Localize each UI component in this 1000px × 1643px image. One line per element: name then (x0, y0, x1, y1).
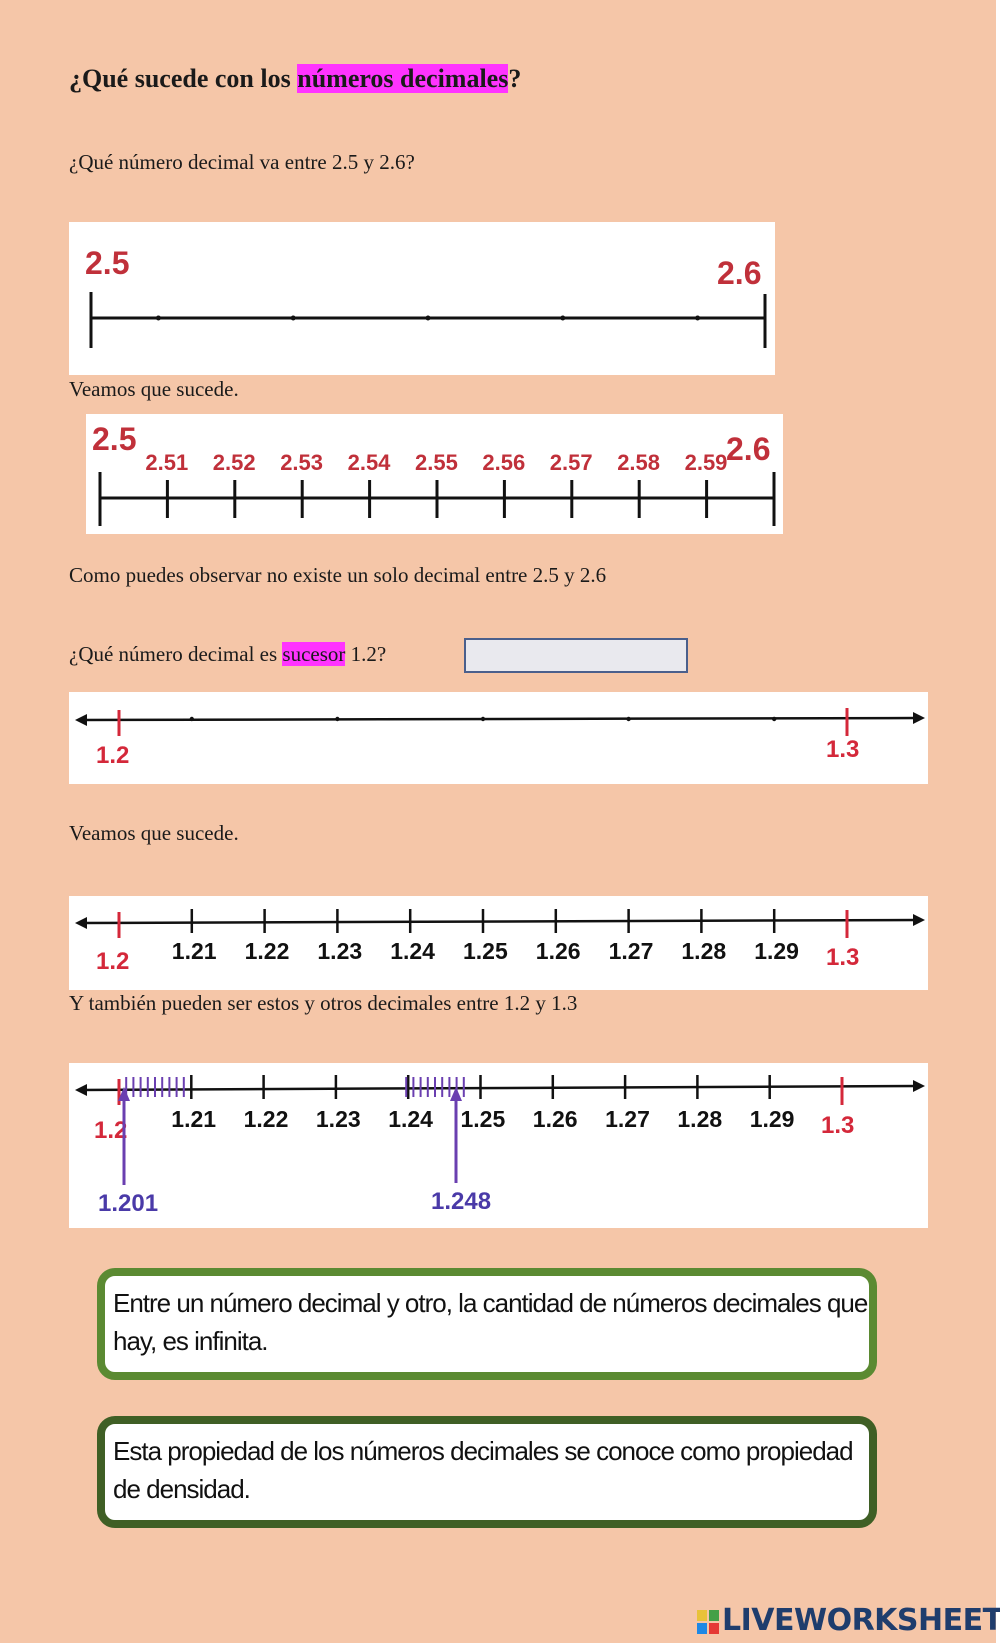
line4-tick-label: 1.26 (536, 938, 581, 964)
line1-end-label: 2.6 (717, 255, 761, 291)
line5-tick-label: 1.22 (244, 1106, 289, 1132)
line4-tick-label: 1.27 (609, 938, 654, 964)
line1-dots (155, 315, 701, 321)
number-line-4: 1.2 1.3 1.21 1.22 1.23 1.24 1.25 1.26 1.27 1.28… (75, 909, 925, 975)
pointer-b-arrowhead (450, 1087, 462, 1101)
line1-dot (425, 315, 431, 321)
see-what-happens-1: Veamos que sucede. (69, 377, 239, 401)
question2-suffix: 1.2? (345, 642, 387, 666)
line1-start-label: 2.5 (85, 245, 129, 281)
also-these-text: Y también pueden ser estos y otros decim… (69, 991, 578, 1015)
line3-right-arrow (913, 712, 925, 724)
number-line-5-panel: 1.2 1.3 1.21 1.22 1.23 1.24 1.25 1.26 1.27 1.28… (69, 1063, 928, 1228)
title-suffix: ? (508, 64, 522, 93)
line4-tick-label: 1.23 (317, 938, 362, 964)
liveworksheets-brand[interactable]: LIVEWORKSHEETS (722, 1603, 1000, 1638)
line3-dots (189, 716, 777, 722)
number-line-3-panel: 1.2 1.3 (69, 692, 928, 784)
line4-left-arrow (75, 917, 87, 929)
line5-ticks: 1.21 1.22 1.23 1.24 1.25 1.26 1.27 1.28 1.29 (171, 1075, 794, 1132)
question-successor: ¿Qué número decimal es sucesor 1.2? (69, 642, 386, 667)
page-title: ¿Qué sucede con los números decimales? (69, 64, 521, 94)
line3-axis (78, 716, 920, 722)
line5-tick-label: 1.21 (171, 1106, 216, 1132)
line5-tick-label: 1.25 (461, 1106, 506, 1132)
line5-tick-label: 1.24 (388, 1106, 433, 1132)
line2-tick-label: 2.54 (348, 450, 392, 475)
pointer-b-label: 1.248 (431, 1188, 491, 1215)
number-line-4-panel: 1.2 1.3 1.21 1.22 1.23 1.24 1.25 1.26 1.27 1.28… (69, 896, 928, 990)
line2-start-label: 2.5 (92, 421, 136, 457)
number-line-2: 2.5 2.6 2.51 2.52 2.53 2.54 2.55 2.56 2.57 2.58… (92, 421, 776, 526)
line1-dot (290, 315, 296, 321)
title-prefix: ¿Qué sucede con los (69, 64, 298, 93)
line4-tick-label: 1.29 (754, 938, 799, 964)
line2-end-label: 2.6 (726, 431, 770, 467)
line4-tick-label: 1.24 (390, 938, 435, 964)
number-line-3: 1.2 1.3 (75, 708, 925, 769)
line2-tick-label: 2.51 (145, 450, 188, 475)
callout1-text: Entre un número decimal y otro, la canti… (113, 1288, 868, 1356)
line5-tick-label: 1.26 (533, 1106, 578, 1132)
pointer-a-arrowhead (118, 1087, 130, 1101)
line2-tick-label: 2.59 (685, 450, 728, 475)
number-line-2-panel: 2.5 2.6 2.51 2.52 2.53 2.54 2.55 2.56 2.57 2.58… (86, 414, 783, 534)
line5-start-label: 1.2 (94, 1117, 127, 1144)
line5-tick-label: 1.29 (750, 1106, 795, 1132)
line3-dot (189, 716, 194, 722)
line3-start-label: 1.2 (96, 742, 129, 769)
line4-end-label: 1.3 (826, 944, 859, 971)
line4-right-arrow (913, 914, 925, 926)
liveworksheets-logo-icon (697, 1610, 719, 1634)
observation-text: Como puedes observar no existe un solo d… (69, 563, 607, 587)
line5-end-label: 1.3 (821, 1112, 854, 1139)
line5-left-arrow (75, 1084, 87, 1096)
number-line-1: 2.5 2.6 (85, 245, 767, 348)
line3-end-label: 1.3 (826, 736, 859, 763)
line4-start-label: 1.2 (96, 948, 129, 975)
line4-tick-label: 1.21 (172, 938, 217, 964)
line4-tick-label: 1.22 (245, 938, 290, 964)
question2-prefix: ¿Qué número decimal es (69, 642, 283, 666)
line2-tick-label: 2.53 (280, 450, 323, 475)
line2-tick-label: 2.55 (415, 450, 458, 475)
line5-tick-label: 1.28 (677, 1106, 722, 1132)
infinite-decimals-callout: Entre un número decimal y otro, la canti… (97, 1268, 877, 1380)
question2-highlight: sucesor (282, 642, 346, 666)
callout2-text: Esta propiedad de los números decimales … (113, 1436, 854, 1504)
number-line-5: 1.2 1.3 1.21 1.22 1.23 1.24 1.25 1.26 1.27 1.28… (75, 1075, 925, 1217)
line2-tick-label: 2.52 (213, 450, 256, 475)
line2-tick-label: 2.57 (550, 450, 593, 475)
line2-tick-label: 2.56 (482, 450, 525, 475)
line1-dot (695, 315, 701, 321)
line2-ticks: 2.51 2.52 2.53 2.54 2.55 2.56 2.57 2.58 2.59 (145, 450, 727, 518)
line5-axis (78, 1084, 920, 1092)
line3-dot (772, 716, 777, 722)
line5-tick-label: 1.23 (316, 1106, 361, 1132)
density-property-callout: Esta propiedad de los números decimales … (97, 1416, 877, 1528)
title-highlight: números decimales (297, 64, 509, 93)
line4-axis (78, 918, 920, 925)
line3-dot (626, 716, 631, 722)
line1-dot (560, 315, 566, 321)
line5-minor-ticks (125, 1077, 465, 1097)
line3-dot (335, 716, 340, 722)
line2-tick-label: 2.58 (617, 450, 660, 475)
line5-right-arrow (913, 1080, 925, 1092)
line4-tick-label: 1.25 (463, 938, 508, 964)
line5-tick-label: 1.27 (605, 1106, 650, 1132)
pointer-a-label: 1.201 (98, 1190, 158, 1217)
line1-dot (155, 315, 161, 321)
line3-dot (480, 716, 486, 722)
question-between: ¿Qué número decimal va entre 2.5 y 2.6? (69, 150, 415, 174)
line4-ticks: 1.21 1.22 1.23 1.24 1.25 1.26 1.27 1.28 1.29 (172, 909, 799, 964)
number-line-1-panel: 2.5 2.6 (69, 222, 775, 375)
successor-answer-input[interactable] (464, 638, 688, 673)
line3-left-arrow (75, 714, 87, 726)
see-what-happens-2: Veamos que sucede. (69, 821, 239, 845)
line4-tick-label: 1.28 (681, 938, 726, 964)
